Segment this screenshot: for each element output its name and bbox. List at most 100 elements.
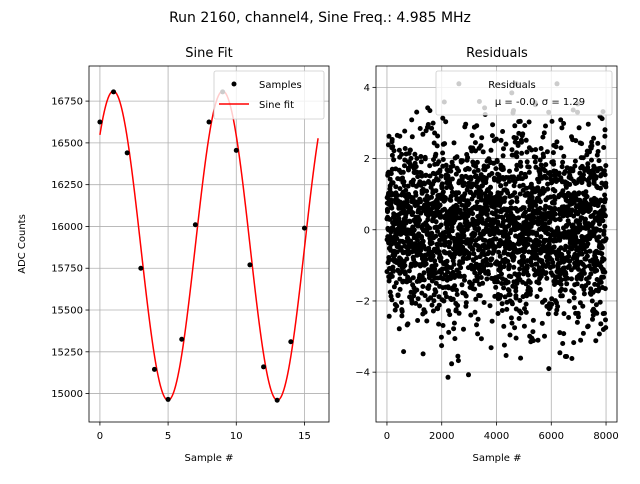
residual-point [518, 159, 523, 165]
residual-point [393, 280, 399, 286]
residual-point [558, 117, 564, 123]
sine-fit-legend-label: Sine fit [259, 100, 294, 111]
residual-point [557, 237, 563, 243]
residual-point [564, 354, 570, 359]
residual-point [424, 318, 430, 324]
sine-fit-y-tick-label: 15250 [51, 347, 83, 358]
residual-point [564, 281, 570, 287]
residual-point [402, 163, 407, 169]
residual-point [598, 321, 604, 327]
residual-point [546, 366, 552, 372]
residual-point [472, 309, 478, 315]
residual-point [535, 337, 541, 343]
sine-fit-y-tick-label: 16000 [51, 222, 83, 233]
residual-point [538, 162, 544, 168]
residual-point [537, 199, 543, 205]
residual-point [602, 196, 608, 202]
residual-point [603, 236, 609, 242]
residual-point [543, 175, 549, 181]
residual-point [423, 261, 429, 267]
residuals-legend-box [435, 70, 613, 116]
residual-point [410, 177, 416, 183]
residual-point [389, 137, 395, 142]
residual-point [579, 251, 585, 257]
residual-point [471, 169, 477, 175]
residual-point [570, 222, 576, 228]
sine-fit-x-tick-label: 5 [165, 431, 171, 442]
residual-point [523, 309, 529, 315]
residual-point [520, 182, 526, 188]
residual-point [581, 270, 587, 276]
residual-point [572, 163, 578, 169]
residual-point [493, 136, 499, 142]
residual-point [456, 310, 462, 316]
residual-point [475, 167, 481, 173]
residual-point [540, 134, 546, 140]
residual-point [594, 268, 600, 273]
residual-point [572, 158, 578, 164]
residual-point [430, 120, 436, 126]
residual-point [551, 161, 557, 167]
residual-point [390, 180, 396, 186]
residual-point [488, 262, 494, 268]
residual-point [501, 342, 507, 348]
residuals-y-tick-label: 2 [364, 154, 370, 165]
residual-point [413, 300, 419, 306]
residual-point [493, 166, 499, 172]
residual-point [449, 224, 455, 230]
residual-point [463, 293, 469, 299]
residual-point [401, 183, 407, 189]
residual-point [429, 125, 435, 131]
residual-point [444, 185, 450, 191]
residual-point [507, 168, 512, 174]
residual-point [522, 209, 528, 215]
residual-point [478, 143, 484, 149]
sine-fit-axes-frame [88, 65, 330, 423]
residual-point [455, 353, 461, 359]
residual-point [456, 190, 461, 196]
residual-point [598, 185, 603, 191]
residual-point [535, 221, 541, 227]
residual-point [521, 323, 527, 329]
residual-point [557, 217, 563, 223]
residual-point [601, 207, 607, 213]
residual-point [514, 150, 520, 156]
residual-point [452, 336, 458, 342]
residual-point [523, 137, 529, 143]
residual-point [468, 312, 474, 318]
residual-point [595, 140, 601, 146]
residual-point [396, 326, 402, 332]
residual-point [438, 334, 444, 340]
residual-point [602, 269, 608, 275]
residual-point [520, 131, 526, 137]
residual-point [405, 183, 411, 189]
sine-fit-y-tick-label: 15500 [51, 306, 83, 317]
residual-point [507, 332, 513, 338]
residual-point [402, 128, 408, 134]
residual-point [439, 185, 445, 191]
residual-point [486, 271, 491, 277]
residual-point [389, 273, 395, 279]
residual-point [559, 125, 565, 131]
residuals-x-axis-label: Sample # [472, 453, 521, 464]
residual-point [541, 154, 546, 160]
residual-point [479, 197, 485, 203]
residual-point [474, 123, 480, 129]
residual-point [572, 305, 577, 311]
residual-point [552, 205, 558, 211]
residual-point [594, 310, 600, 316]
residual-point [591, 135, 597, 141]
residual-point [576, 125, 582, 131]
residual-point [603, 163, 609, 169]
residual-point [602, 133, 608, 139]
residual-point [593, 174, 599, 180]
residual-point [388, 171, 394, 177]
residual-point [517, 266, 523, 272]
residual-point [529, 194, 535, 200]
residual-point [569, 276, 574, 282]
residuals-y-tick-label: 4 [364, 83, 370, 94]
residual-point [543, 270, 549, 276]
residual-point [603, 317, 608, 323]
residual-point [475, 331, 481, 337]
residual-point [514, 199, 520, 204]
